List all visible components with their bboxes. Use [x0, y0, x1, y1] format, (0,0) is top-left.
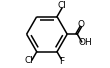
Text: OH: OH [78, 38, 92, 47]
Text: Cl: Cl [57, 1, 66, 10]
Text: O: O [78, 20, 85, 29]
Text: Cl: Cl [25, 56, 34, 65]
Text: F: F [59, 57, 64, 66]
